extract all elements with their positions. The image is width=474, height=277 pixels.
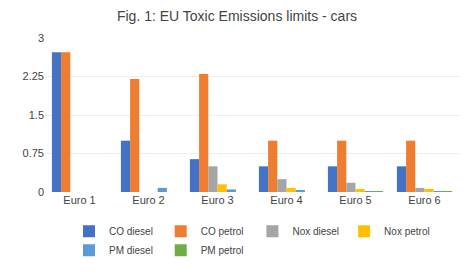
svg-text:Euro 2: Euro 2 [132,194,164,206]
svg-text:Nox petrol: Nox petrol [384,226,430,237]
svg-text:CO diesel: CO diesel [109,226,153,237]
svg-text:Fig. 1: EU Toxic Emissions lim: Fig. 1: EU Toxic Emissions limits - cars [117,8,357,24]
svg-text:Nox diesel: Nox diesel [292,226,339,237]
svg-text:Euro 5: Euro 5 [339,194,371,206]
svg-text:Euro 6: Euro 6 [408,194,440,206]
svg-text:3: 3 [38,32,44,44]
svg-text:Euro 4: Euro 4 [270,194,302,206]
svg-text:2.25: 2.25 [23,70,44,82]
svg-text:PM diesel: PM diesel [109,245,153,256]
svg-text:1.5: 1.5 [29,109,44,121]
svg-text:0: 0 [38,186,44,198]
svg-text:0.75: 0.75 [23,147,44,159]
svg-text:PM petrol: PM petrol [201,245,244,256]
svg-text:CO petrol: CO petrol [201,226,244,237]
svg-text:Euro 1: Euro 1 [63,194,95,206]
svg-text:Euro 3: Euro 3 [201,194,233,206]
